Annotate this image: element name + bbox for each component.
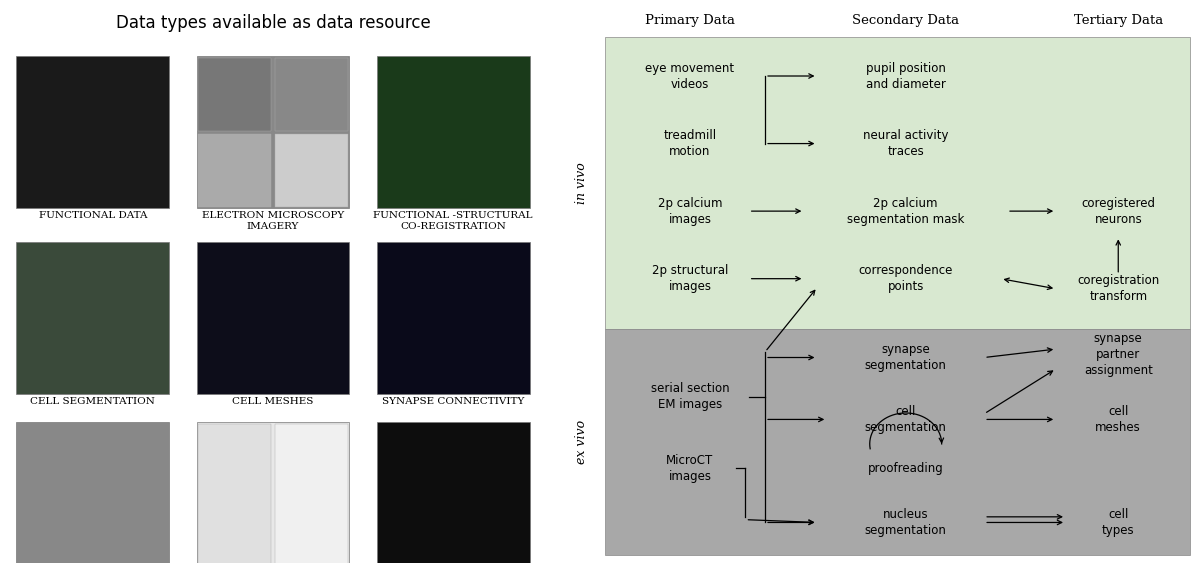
FancyBboxPatch shape	[605, 329, 1190, 555]
Text: synapse
partner
assignment: synapse partner assignment	[1084, 332, 1153, 377]
FancyBboxPatch shape	[197, 422, 349, 563]
FancyBboxPatch shape	[198, 134, 271, 207]
FancyBboxPatch shape	[377, 56, 529, 208]
FancyBboxPatch shape	[17, 242, 169, 394]
FancyBboxPatch shape	[197, 56, 349, 208]
Text: FUNCTIONAL DATA: FUNCTIONAL DATA	[38, 211, 148, 220]
Text: ex vivo: ex vivo	[576, 420, 588, 464]
Text: nucleus
segmentation: nucleus segmentation	[865, 508, 947, 537]
Text: synapse
segmentation: synapse segmentation	[865, 343, 947, 372]
FancyBboxPatch shape	[377, 422, 529, 563]
Text: cell
segmentation: cell segmentation	[865, 405, 947, 434]
Text: CELL MESHES: CELL MESHES	[233, 397, 313, 406]
FancyBboxPatch shape	[197, 242, 349, 394]
FancyBboxPatch shape	[198, 424, 271, 563]
Text: coregistration
transform: coregistration transform	[1078, 274, 1159, 303]
FancyBboxPatch shape	[377, 242, 529, 394]
Text: serial section
EM images: serial section EM images	[650, 382, 730, 412]
Text: SYNAPSE CONNECTIVITY: SYNAPSE CONNECTIVITY	[382, 397, 524, 406]
FancyBboxPatch shape	[17, 422, 169, 563]
Text: proofreading: proofreading	[868, 462, 943, 475]
FancyBboxPatch shape	[605, 37, 1190, 329]
FancyBboxPatch shape	[275, 424, 348, 563]
Text: 2p calcium
images: 2p calcium images	[658, 196, 722, 226]
Text: ELECTRON MICROSCOPY
IMAGERY: ELECTRON MICROSCOPY IMAGERY	[202, 211, 344, 230]
Text: neural activity
traces: neural activity traces	[863, 129, 948, 158]
Text: coregistered
neurons: coregistered neurons	[1081, 196, 1156, 226]
Text: treadmill
motion: treadmill motion	[664, 129, 716, 158]
FancyBboxPatch shape	[275, 58, 348, 131]
Text: eye movement
videos: eye movement videos	[646, 61, 734, 91]
Text: 2p calcium
segmentation mask: 2p calcium segmentation mask	[847, 196, 965, 226]
Text: cell
types: cell types	[1102, 508, 1134, 537]
Text: Tertiary Data: Tertiary Data	[1074, 14, 1163, 27]
Text: cell
meshes: cell meshes	[1096, 405, 1141, 434]
Text: FUNCTIONAL -STRUCTURAL
CO-REGISTRATION: FUNCTIONAL -STRUCTURAL CO-REGISTRATION	[373, 211, 533, 230]
Text: in vivo: in vivo	[576, 162, 588, 204]
Text: Primary Data: Primary Data	[644, 14, 734, 27]
FancyBboxPatch shape	[198, 58, 271, 131]
Text: Data types available as data resource: Data types available as data resource	[115, 14, 431, 32]
Text: correspondence
points: correspondence points	[858, 264, 953, 293]
Text: MicroCT
images: MicroCT images	[666, 454, 714, 483]
Text: CELL SEGMENTATION: CELL SEGMENTATION	[30, 397, 155, 406]
Text: 2p structural
images: 2p structural images	[652, 264, 728, 293]
Text: Secondary Data: Secondary Data	[852, 14, 959, 27]
FancyBboxPatch shape	[17, 56, 169, 208]
FancyBboxPatch shape	[275, 134, 348, 207]
Text: pupil position
and diameter: pupil position and diameter	[865, 61, 946, 91]
